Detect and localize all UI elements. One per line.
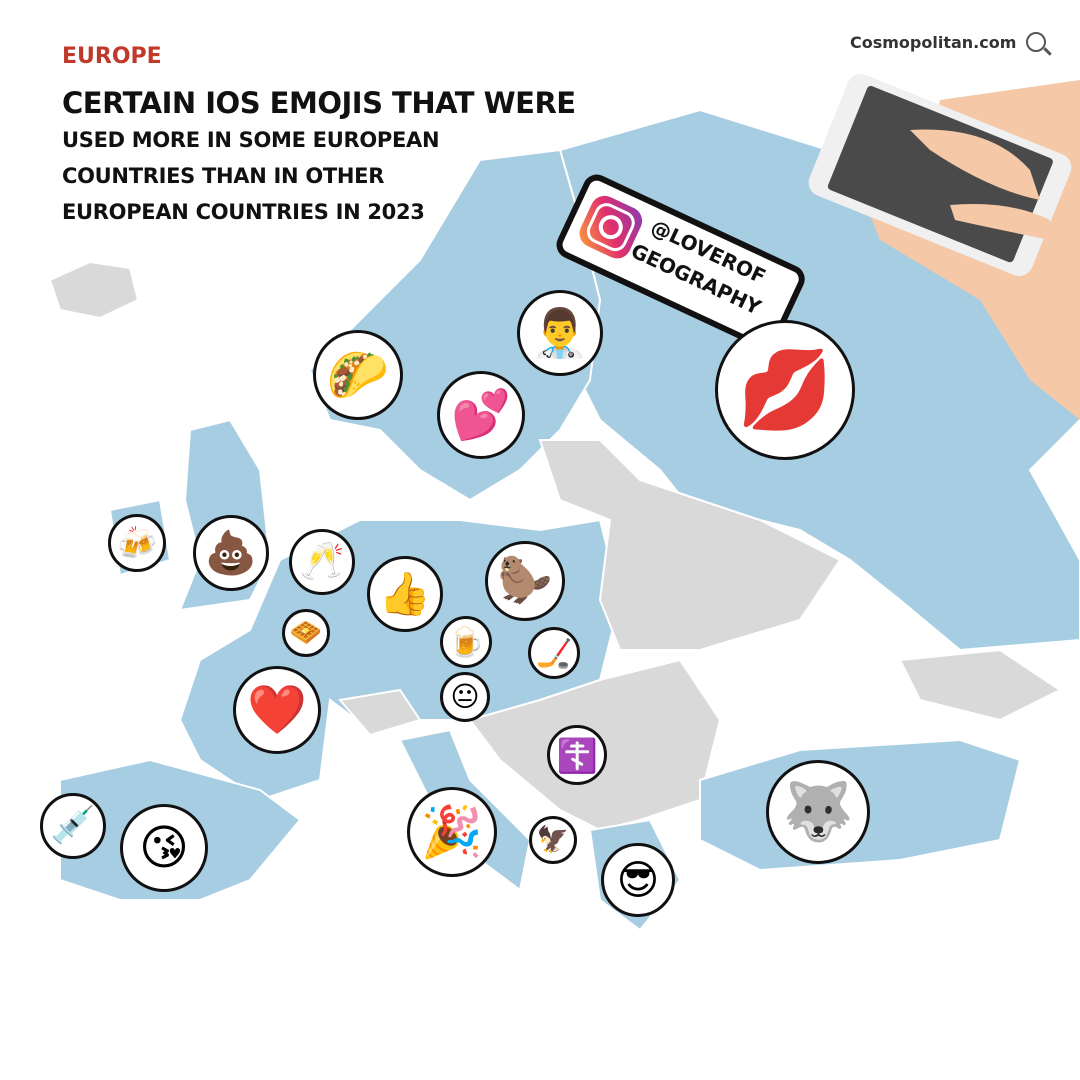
orthodox-cross-icon: ☦️ (556, 735, 598, 775)
wolf-icon: 🐺 (782, 778, 854, 845)
kiss-mark-icon: 💋 (737, 345, 833, 435)
region-kicker: EUROPE (62, 44, 162, 69)
title-line-4: EUROPEAN COUNTRIES IN 2023 (62, 200, 425, 224)
pile-of-poo-icon: 💩 (204, 528, 258, 577)
party-popper-icon: 🎉 (420, 803, 484, 861)
emoji-marker-orthodox-cross: ☦️ (547, 725, 607, 785)
emoji-marker-beer-mug: 🍺 (440, 616, 492, 668)
brand-link[interactable]: Cosmopolitan.com (850, 33, 1017, 52)
ice-hockey-icon: 🏒 (535, 635, 573, 670)
emoji-marker-face-blowing-kiss: 😘 (120, 804, 208, 892)
taco-icon: 🌮 (326, 346, 390, 404)
face-blowing-kiss-icon: 😘 (138, 820, 190, 876)
eagle-icon: 🦅 (536, 825, 570, 855)
emoji-marker-thumbs-up: 👍 (367, 556, 443, 632)
hand-holding-phone-illustration (808, 74, 1080, 420)
region-caucasus (898, 648, 1062, 722)
waffle-icon: 🧇 (289, 618, 323, 648)
smiling-face-with-sunglasses-icon: 😎 (616, 855, 660, 904)
region-switzerland (338, 688, 422, 737)
thumbs-up-icon: 👍 (378, 569, 432, 618)
emoji-marker-party-popper: 🎉 (407, 787, 497, 877)
neutral-face-icon: 😐 (450, 680, 480, 713)
emoji-marker-neutral-face: 😐 (440, 672, 490, 722)
title-line-2: USED MORE IN SOME EUROPEAN (62, 128, 440, 152)
emoji-marker-clinking-beer-mugs: 🍻 (108, 514, 166, 572)
two-hearts-icon: 💕 (451, 387, 511, 443)
clinking-glasses-icon: 🥂 (299, 541, 345, 582)
emoji-marker-kiss-mark: 💋 (715, 320, 855, 460)
beaver-icon: 🦫 (497, 555, 553, 606)
emoji-marker-smiling-face-with-sunglasses: 😎 (601, 843, 675, 917)
emoji-marker-eagle: 🦅 (529, 816, 577, 864)
emoji-marker-clinking-glasses: 🥂 (289, 529, 355, 595)
emoji-marker-two-hearts: 💕 (437, 371, 525, 459)
red-heart-icon: ❤️ (247, 682, 307, 738)
title-line-3: COUNTRIES THAN IN OTHER (62, 164, 385, 188)
region-iceland (48, 260, 140, 320)
emoji-marker-ice-hockey: 🏒 (528, 627, 580, 679)
emoji-marker-waffle: 🧇 (282, 609, 330, 657)
emoji-marker-beaver: 🦫 (485, 541, 565, 621)
syringe-icon: 💉 (50, 805, 96, 846)
man-health-worker-icon: 👨‍⚕️ (530, 305, 590, 361)
clinking-beer-mugs-icon: 🍻 (117, 524, 157, 562)
emoji-marker-wolf: 🐺 (766, 760, 870, 864)
emoji-marker-taco: 🌮 (313, 330, 403, 420)
region-baltics-belarus-ukraine (538, 439, 842, 651)
emoji-marker-man-health-worker: 👨‍⚕️ (517, 290, 603, 376)
emoji-marker-red-heart: ❤️ (233, 666, 321, 754)
beer-mug-icon: 🍺 (447, 624, 485, 659)
search-icon[interactable] (1026, 32, 1046, 52)
emoji-marker-pile-of-poo: 💩 (193, 515, 269, 591)
emoji-marker-syringe: 💉 (40, 793, 106, 859)
page-title: CERTAIN IOS EMOJIS THAT WERE (62, 86, 576, 120)
